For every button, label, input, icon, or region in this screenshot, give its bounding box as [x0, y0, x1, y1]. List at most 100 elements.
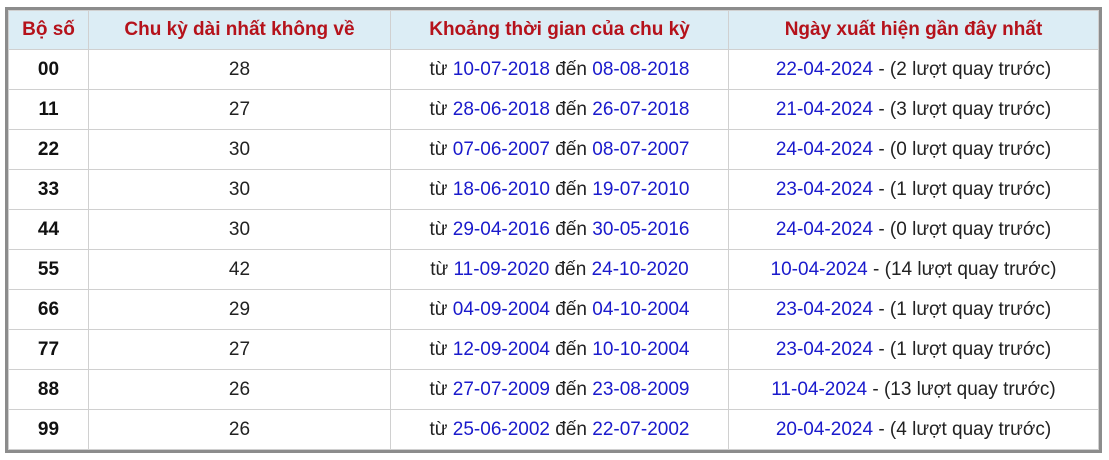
- from-date: 29-04-2016: [452, 218, 550, 240]
- last-date: 11-04-2024: [771, 378, 868, 400]
- last-cell: 10-04-2024 - (14 lượt quay trước): [728, 249, 1099, 290]
- to-date: 19-07-2010: [592, 178, 690, 200]
- cycle-cell: 30: [88, 209, 391, 250]
- from-date: 28-06-2018: [452, 98, 550, 120]
- table-row: 99 26 từ 25-06-2002 đến 22-07-2002 20-04-20…: [8, 409, 1099, 450]
- period-cell: từ 18-06-2010 đến 19-07-2010: [390, 169, 729, 210]
- from-word: từ: [429, 218, 448, 240]
- note: (1 lượt quay trước): [889, 338, 1052, 360]
- to-word: đến: [555, 418, 587, 440]
- from-word: từ: [429, 178, 448, 200]
- from-word: từ: [430, 258, 449, 280]
- from-date: 11-09-2020: [453, 258, 550, 280]
- last-date: 20-04-2024: [775, 418, 874, 440]
- header-cell: Khoảng thời gian của chu kỳ: [390, 10, 729, 50]
- from-date: 04-09-2004: [452, 298, 550, 320]
- from-word: từ: [429, 298, 448, 320]
- cycle-cell: 26: [88, 409, 391, 450]
- code-cell: 88: [8, 369, 89, 410]
- from-date: 12-09-2004: [452, 338, 550, 360]
- last-cell: 23-04-2024 - (1 lượt quay trước): [728, 169, 1099, 210]
- to-word: đến: [555, 58, 587, 80]
- cycle-cell: 29: [88, 289, 391, 330]
- last-date: 21-04-2024: [775, 98, 874, 120]
- code-cell: 22: [8, 129, 89, 170]
- period-cell: từ 04-09-2004 đến 04-10-2004: [390, 289, 729, 330]
- period-cell: từ 29-04-2016 đến 30-05-2016: [390, 209, 729, 250]
- cycle-cell: 30: [88, 169, 391, 210]
- last-cell: 20-04-2024 - (4 lượt quay trước): [728, 409, 1099, 450]
- period-cell: từ 11-09-2020 đến 24-10-2020: [390, 249, 729, 290]
- to-word: đến: [555, 178, 587, 200]
- table-body: 00 28 từ 10-07-2018 đến 08-08-2018 22-04-20…: [8, 49, 1099, 450]
- note: (1 lượt quay trước): [889, 298, 1052, 320]
- to-date: 23-08-2009: [592, 378, 690, 400]
- note: (2 lượt quay trước): [889, 58, 1052, 80]
- period-cell: từ 25-06-2002 đến 22-07-2002: [390, 409, 729, 450]
- to-date: 22-07-2002: [592, 418, 690, 440]
- last-cell: 24-04-2024 - (0 lượt quay trước): [728, 129, 1099, 170]
- table-row: 00 28 từ 10-07-2018 đến 08-08-2018 22-04-20…: [8, 49, 1099, 90]
- separator: -: [878, 418, 885, 440]
- cycle-cell: 27: [88, 329, 391, 370]
- cycle-cell: 42: [88, 249, 391, 290]
- last-date: 22-04-2024: [775, 58, 874, 80]
- separator: -: [873, 258, 880, 280]
- period-cell: từ 07-06-2007 đến 08-07-2007: [390, 129, 729, 170]
- table-row: 44 30 từ 29-04-2016 đến 30-05-2016 24-04-20…: [8, 209, 1099, 250]
- separator: -: [878, 98, 885, 120]
- separator: -: [878, 218, 885, 240]
- header-cell: Bộ số: [8, 10, 89, 50]
- last-cell: 24-04-2024 - (0 lượt quay trước): [728, 209, 1099, 250]
- period-cell: từ 28-06-2018 đến 26-07-2018: [390, 89, 729, 130]
- code-cell: 33: [8, 169, 89, 210]
- table-row: 88 26 từ 27-07-2009 đến 23-08-2009 11-04-20…: [8, 369, 1099, 410]
- from-date: 18-06-2010: [452, 178, 550, 200]
- code-cell: 44: [8, 209, 89, 250]
- separator: -: [872, 378, 879, 400]
- cycle-cell: 30: [88, 129, 391, 170]
- note: (4 lượt quay trước): [889, 418, 1052, 440]
- to-word: đến: [555, 298, 587, 320]
- from-date: 07-06-2007: [452, 138, 550, 160]
- to-word: đến: [555, 98, 587, 120]
- last-date: 24-04-2024: [775, 218, 874, 240]
- separator: -: [878, 58, 885, 80]
- table-frame: Bộ số Chu kỳ dài nhất không về Khoảng thời…: [5, 7, 1102, 453]
- to-date: 08-07-2007: [592, 138, 690, 160]
- table-row: 22 30 từ 07-06-2007 đến 08-07-2007 24-04-20…: [8, 129, 1099, 170]
- last-cell: 21-04-2024 - (3 lượt quay trước): [728, 89, 1099, 130]
- last-cell: 22-04-2024 - (2 lượt quay trước): [728, 49, 1099, 90]
- period-cell: từ 27-07-2009 đến 23-08-2009: [390, 369, 729, 410]
- note: (3 lượt quay trước): [889, 98, 1052, 120]
- header-cell: Ngày xuất hiện gần đây nhất: [728, 10, 1099, 50]
- to-word: đến: [555, 338, 587, 360]
- note: (1 lượt quay trước): [889, 178, 1052, 200]
- from-date: 10-07-2018: [452, 58, 550, 80]
- code-cell: 99: [8, 409, 89, 450]
- code-cell: 77: [8, 329, 89, 370]
- header-row: Bộ số Chu kỳ dài nhất không về Khoảng thời…: [8, 10, 1099, 50]
- last-date: 23-04-2024: [775, 298, 874, 320]
- header-cell: Chu kỳ dài nhất không về: [88, 10, 391, 50]
- to-date: 08-08-2018: [592, 58, 690, 80]
- cycle-cell: 28: [88, 49, 391, 90]
- table-row: 33 30 từ 18-06-2010 đến 19-07-2010 23-04-20…: [8, 169, 1099, 210]
- separator: -: [878, 338, 885, 360]
- to-word: đến: [555, 138, 587, 160]
- from-date: 27-07-2009: [452, 378, 550, 400]
- last-cell: 23-04-2024 - (1 lượt quay trước): [728, 289, 1099, 330]
- separator: -: [878, 178, 885, 200]
- note: (0 lượt quay trước): [889, 138, 1052, 160]
- to-word: đến: [555, 218, 587, 240]
- last-date: 23-04-2024: [775, 338, 874, 360]
- last-date: 10-04-2024: [770, 258, 868, 280]
- from-word: từ: [429, 98, 448, 120]
- from-word: từ: [429, 418, 448, 440]
- last-date: 23-04-2024: [775, 178, 874, 200]
- from-word: từ: [429, 58, 448, 80]
- code-cell: 66: [8, 289, 89, 330]
- table-row: 77 27 từ 12-09-2004 đến 10-10-2004 23-04-20…: [8, 329, 1099, 370]
- to-date: 24-10-2020: [591, 258, 689, 280]
